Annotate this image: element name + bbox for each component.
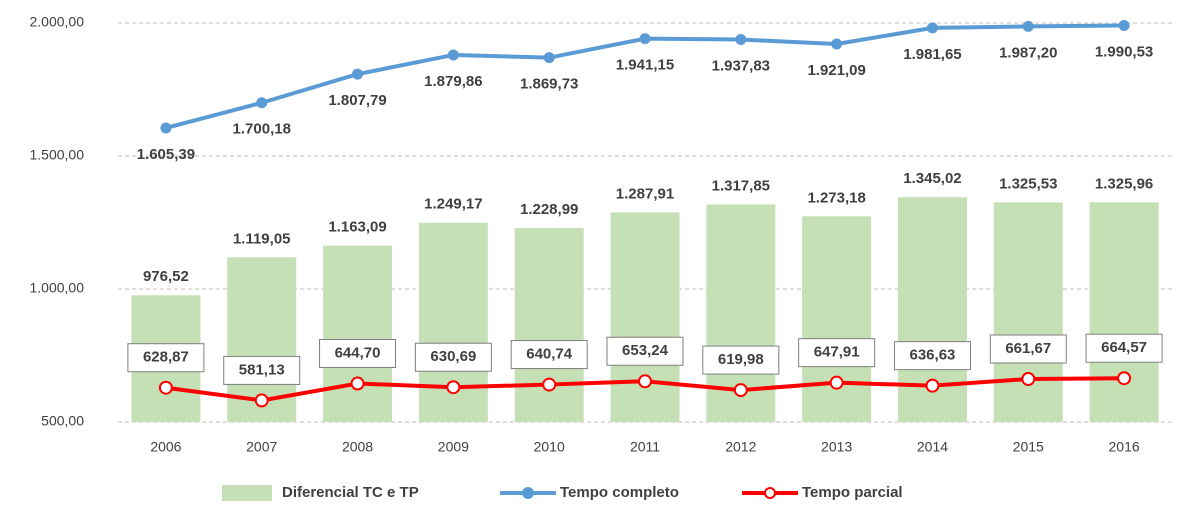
label-box	[798, 338, 876, 368]
data-label: 1.990,53	[1095, 43, 1153, 60]
marker	[543, 52, 555, 64]
label-box	[606, 336, 684, 366]
label-box	[223, 355, 301, 385]
y-tick-label: 1.500,00	[30, 147, 85, 163]
x-tick-label: 2008	[342, 439, 373, 455]
marker	[447, 49, 459, 61]
x-tick-label: 2010	[534, 439, 565, 455]
marker	[352, 68, 364, 80]
data-label: 1.941,15	[616, 57, 674, 74]
marker	[639, 33, 651, 45]
data-label: 661,67	[1005, 340, 1051, 357]
marker	[925, 378, 940, 393]
marker	[446, 380, 461, 395]
data-label: 1.921,09	[807, 62, 865, 79]
data-label: 1.869,73	[520, 76, 578, 93]
marker	[1022, 20, 1034, 32]
marker	[256, 97, 268, 109]
legend-label: Diferencial TC e TP	[282, 484, 419, 501]
label-box	[1085, 333, 1163, 363]
data-label: 581,13	[239, 361, 285, 378]
marker	[638, 374, 652, 389]
label-box	[702, 345, 780, 375]
marker	[735, 34, 747, 46]
marker	[733, 383, 748, 398]
label-box	[893, 341, 971, 371]
legend-marker	[522, 487, 534, 499]
bar	[1089, 202, 1159, 422]
bar	[323, 245, 393, 422]
data-label: 628,87	[143, 349, 189, 366]
bar	[610, 212, 680, 422]
x-tick-label: 2009	[438, 439, 469, 455]
label-box	[989, 334, 1067, 364]
data-label: 647,91	[814, 344, 860, 361]
data-label: 1.249,17	[424, 196, 482, 213]
label-box	[414, 342, 492, 372]
label-box	[510, 340, 588, 370]
x-tick-label: 2014	[917, 439, 948, 455]
data-label: 1.700,18	[233, 121, 291, 138]
x-tick-label: 2011	[630, 439, 660, 455]
data-label: 1.807,79	[328, 92, 386, 109]
marker	[350, 376, 365, 391]
y-tick-label: 500,00	[41, 413, 84, 429]
data-label: 1.273,18	[807, 189, 865, 206]
x-tick-label: 2006	[150, 439, 181, 455]
marker	[1021, 371, 1036, 386]
bar	[802, 216, 872, 422]
bar	[514, 228, 584, 422]
data-label: 653,24	[622, 342, 669, 359]
x-tick-label: 2007	[246, 439, 277, 455]
data-label: 976,52	[143, 268, 189, 285]
marker	[1117, 371, 1132, 386]
data-label: 644,70	[335, 344, 381, 361]
legend-label: Tempo parcial	[802, 484, 903, 501]
data-label: 619,98	[718, 351, 764, 368]
data-label: 630,69	[430, 348, 476, 365]
legend-label: Tempo completo	[560, 484, 679, 501]
legend-swatch	[222, 485, 272, 501]
data-label: 1.228,99	[520, 201, 578, 218]
data-label: 1.119,05	[233, 230, 291, 247]
marker	[1118, 20, 1130, 32]
legend-marker	[764, 487, 776, 499]
marker	[926, 22, 938, 34]
data-label: 664,57	[1101, 339, 1147, 356]
x-tick-label: 2012	[725, 439, 756, 455]
y-tick-label: 1.000,00	[30, 280, 85, 296]
bar	[993, 202, 1063, 422]
marker	[254, 393, 269, 408]
data-label: 1.987,20	[999, 44, 1057, 61]
x-tick-label: 2015	[1013, 439, 1044, 455]
marker	[829, 375, 844, 390]
marker	[542, 377, 557, 392]
x-tick-label: 2016	[1109, 439, 1140, 455]
x-tick-label: 2013	[821, 439, 852, 455]
y-tick-label: 2.000,00	[30, 14, 85, 30]
marker	[160, 122, 172, 134]
data-label: 636,63	[910, 347, 956, 364]
label-box	[319, 339, 397, 369]
data-label: 1.325,53	[999, 175, 1057, 192]
label-box	[127, 343, 205, 373]
data-label: 1.345,02	[903, 170, 961, 187]
marker	[158, 380, 173, 395]
data-label: 1.163,09	[328, 219, 386, 236]
data-label: 640,74	[526, 346, 573, 363]
data-label: 1.937,83	[712, 58, 770, 75]
marker	[831, 38, 843, 50]
data-label: 1.605,39	[137, 146, 195, 163]
data-label: 1.981,65	[903, 46, 961, 63]
data-label: 1.325,96	[1095, 175, 1153, 192]
data-label: 1.287,91	[616, 185, 674, 202]
data-label: 1.879,86	[424, 73, 482, 90]
data-label: 1.317,85	[712, 177, 770, 194]
